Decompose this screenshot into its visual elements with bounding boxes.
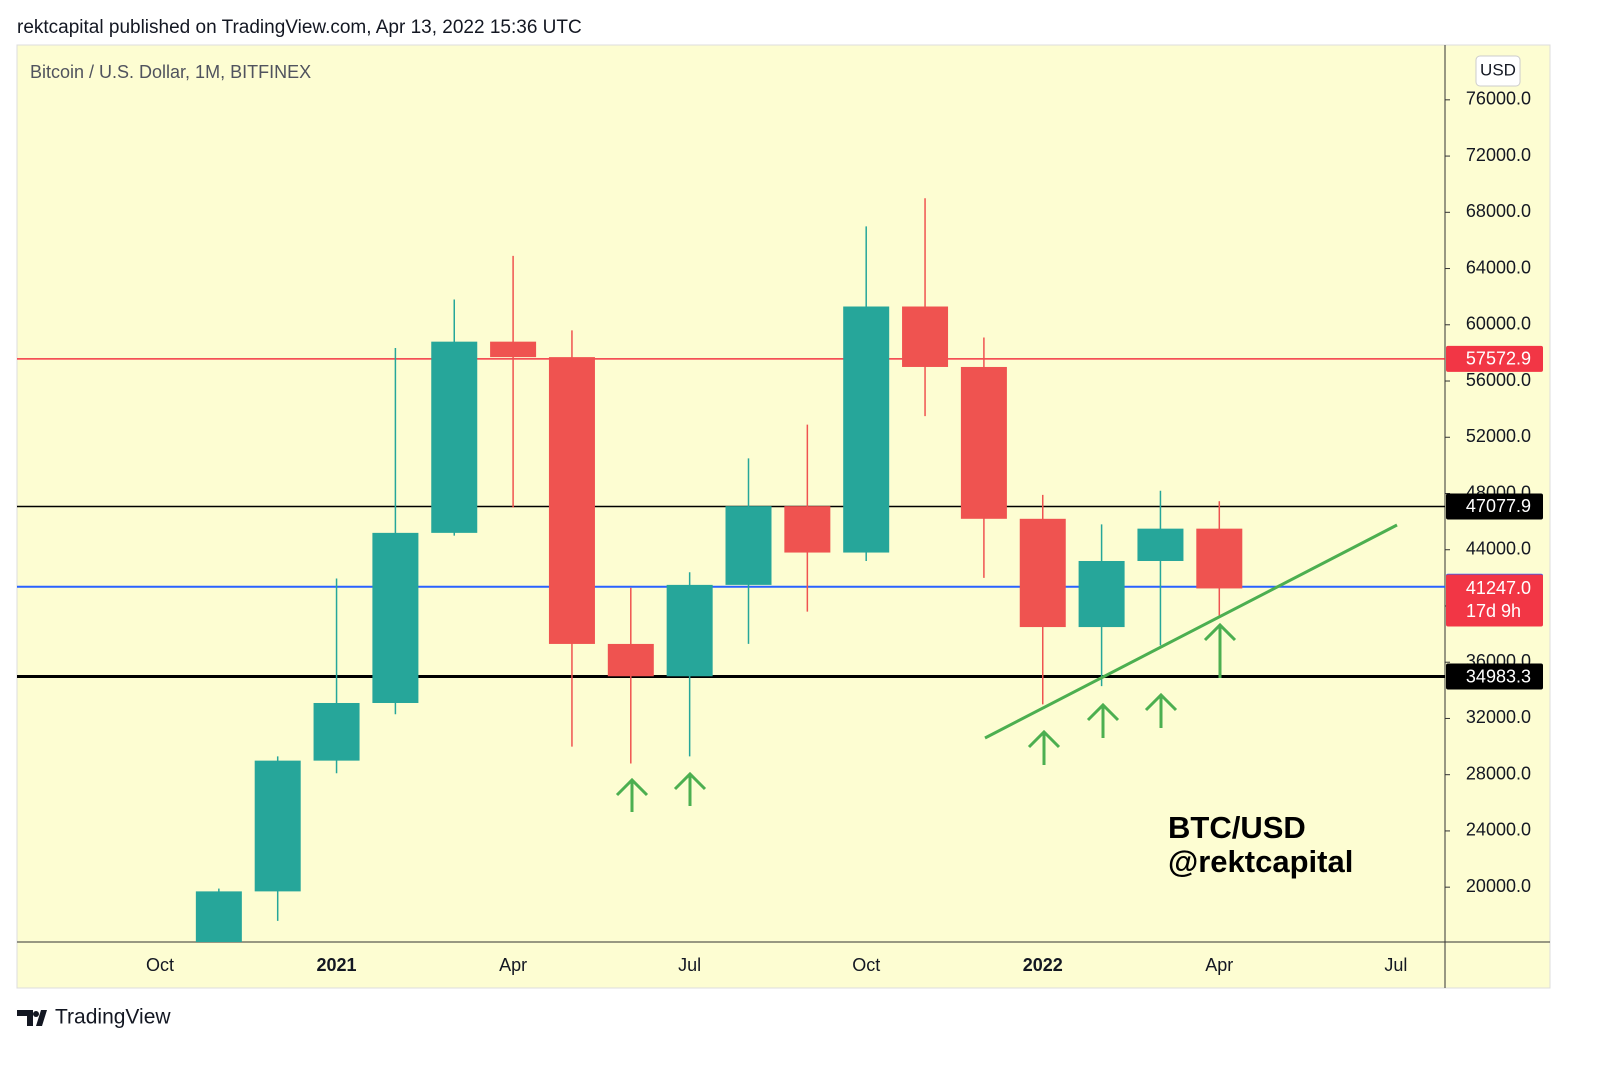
y-tick-label: 24000.0 bbox=[1466, 820, 1531, 840]
candle-body bbox=[372, 532, 419, 703]
candle-body bbox=[902, 306, 949, 367]
x-tick-label: Jul bbox=[1384, 955, 1407, 975]
header: rektcapital published on TradingView.com… bbox=[17, 17, 582, 38]
level-label: 47077.9 bbox=[1466, 496, 1531, 516]
x-tick-label: Apr bbox=[1205, 955, 1233, 975]
chart-title: Bitcoin / U.S. Dollar, 1M, BITFINEX bbox=[30, 62, 311, 82]
y-tick-label: 72000.0 bbox=[1466, 145, 1531, 165]
last-price-box bbox=[1446, 574, 1543, 627]
annotations bbox=[615, 523, 1398, 812]
last-price-label: 41247.0 bbox=[1466, 578, 1531, 598]
arrow bbox=[1203, 622, 1237, 678]
y-tick-label: 76000.0 bbox=[1466, 89, 1531, 109]
candle-body bbox=[1019, 518, 1066, 628]
watermark: BTC/USD bbox=[1168, 810, 1306, 845]
candle-body bbox=[784, 506, 831, 553]
candle-body bbox=[313, 702, 360, 761]
x-tick-label: Oct bbox=[852, 955, 880, 975]
candle-body bbox=[1196, 528, 1243, 589]
arrow bbox=[1027, 729, 1061, 765]
candle-body bbox=[490, 341, 537, 358]
candle-body bbox=[607, 643, 654, 677]
y-tick-label: 20000.0 bbox=[1466, 876, 1531, 896]
y-tick-label: 68000.0 bbox=[1466, 201, 1531, 221]
y-tick-label: 52000.0 bbox=[1466, 426, 1531, 446]
currency: USD bbox=[1480, 60, 1516, 79]
candle-body bbox=[431, 341, 478, 533]
arrow bbox=[615, 777, 649, 812]
candle-body bbox=[960, 366, 1007, 519]
y-tick-label: 64000.0 bbox=[1466, 257, 1531, 277]
y-tick-label: 44000.0 bbox=[1466, 538, 1531, 558]
countdown: 17d 9h bbox=[1466, 601, 1521, 621]
y-tick-label: 28000.0 bbox=[1466, 763, 1531, 783]
x-tick-label: 2021 bbox=[317, 955, 357, 975]
y-tick-label: 56000.0 bbox=[1466, 370, 1531, 390]
arrow bbox=[673, 771, 707, 806]
x-tick-label: 2022 bbox=[1023, 955, 1063, 975]
level-box bbox=[1446, 345, 1543, 372]
candle-body bbox=[725, 506, 772, 585]
candle-body bbox=[195, 891, 242, 942]
candle-body bbox=[666, 584, 713, 677]
x-tick-label: Oct bbox=[146, 955, 174, 975]
arrows bbox=[615, 622, 1237, 812]
arrow bbox=[1086, 702, 1120, 738]
candle-body bbox=[1078, 560, 1125, 628]
level-box bbox=[1446, 493, 1543, 520]
candle-body bbox=[1137, 528, 1184, 561]
arrow bbox=[1144, 692, 1178, 728]
trend-line bbox=[984, 523, 1398, 740]
footer: TradingView bbox=[55, 1006, 171, 1029]
y-tick-label: 32000.0 bbox=[1466, 707, 1531, 727]
tradingview-logo bbox=[17, 1010, 47, 1026]
candle-body bbox=[254, 760, 301, 892]
logo-dot bbox=[33, 1011, 39, 1017]
candle-body bbox=[548, 357, 595, 644]
level-box bbox=[1446, 663, 1543, 690]
watermark: @rektcapital bbox=[1168, 844, 1353, 879]
currency-badge bbox=[1475, 55, 1521, 87]
level-label: 57572.9 bbox=[1466, 349, 1531, 369]
x-tick-label: Jul bbox=[678, 955, 701, 975]
plot bbox=[17, 198, 1445, 942]
y-tick-label: 60000.0 bbox=[1466, 314, 1531, 334]
candle-body bbox=[843, 306, 890, 553]
level-label: 34983.3 bbox=[1466, 666, 1531, 686]
x-tick-label: Apr bbox=[499, 955, 527, 975]
logo-icon bbox=[17, 1010, 47, 1026]
